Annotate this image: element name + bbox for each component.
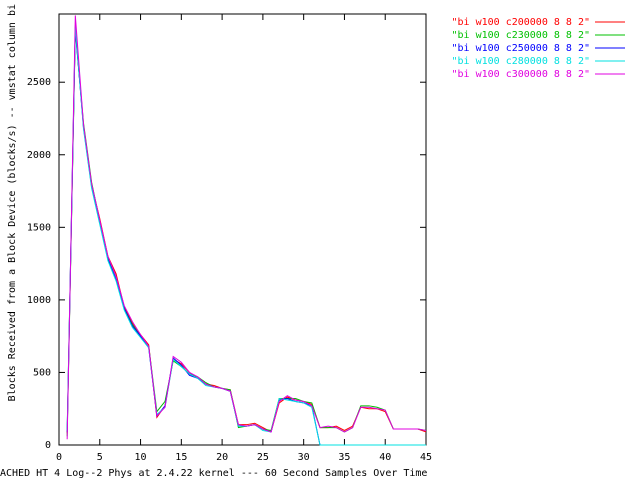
legend-label: "bi w100 c230000 8 8 2" xyxy=(452,30,590,41)
y-tick-label: 2500 xyxy=(27,77,51,88)
x-tick-label: 15 xyxy=(175,452,187,463)
x-tick-label: 40 xyxy=(379,452,391,463)
series-line xyxy=(66,27,427,434)
series-line xyxy=(66,15,427,440)
x-tick-label: 0 xyxy=(56,452,62,463)
y-axis-label: Blocks Received from a Block Device (blo… xyxy=(7,4,18,401)
plot-border xyxy=(58,13,427,446)
y-tick-label: 2000 xyxy=(27,150,51,161)
legend-label: "bi w100 c280000 8 8 2" xyxy=(452,56,590,67)
y-tick-label: 0 xyxy=(45,440,51,451)
legend-label: "bi w100 c300000 8 8 2" xyxy=(452,69,590,80)
x-tick-label: 30 xyxy=(298,452,310,463)
x-tick-label: 25 xyxy=(257,452,269,463)
x-tick-label: 5 xyxy=(97,452,103,463)
y-tick-label: 1000 xyxy=(27,295,51,306)
series-line xyxy=(66,31,427,437)
legend-label: "bi w100 c250000 8 8 2" xyxy=(452,43,590,54)
legend-label: "bi w100 c200000 8 8 2" xyxy=(452,17,590,28)
x-axis-label: ACHED HT 4 Log--2 Phys at 2.4.22 kernel … xyxy=(0,468,427,479)
y-tick-label: 500 xyxy=(33,367,51,378)
series-line xyxy=(66,28,426,446)
y-tick-label: 1500 xyxy=(27,222,51,233)
x-tick-label: 20 xyxy=(216,452,228,463)
x-tick-label: 35 xyxy=(338,452,350,463)
x-tick-label: 10 xyxy=(135,452,147,463)
x-tick-label: 45 xyxy=(420,452,432,463)
series-line xyxy=(66,25,426,446)
